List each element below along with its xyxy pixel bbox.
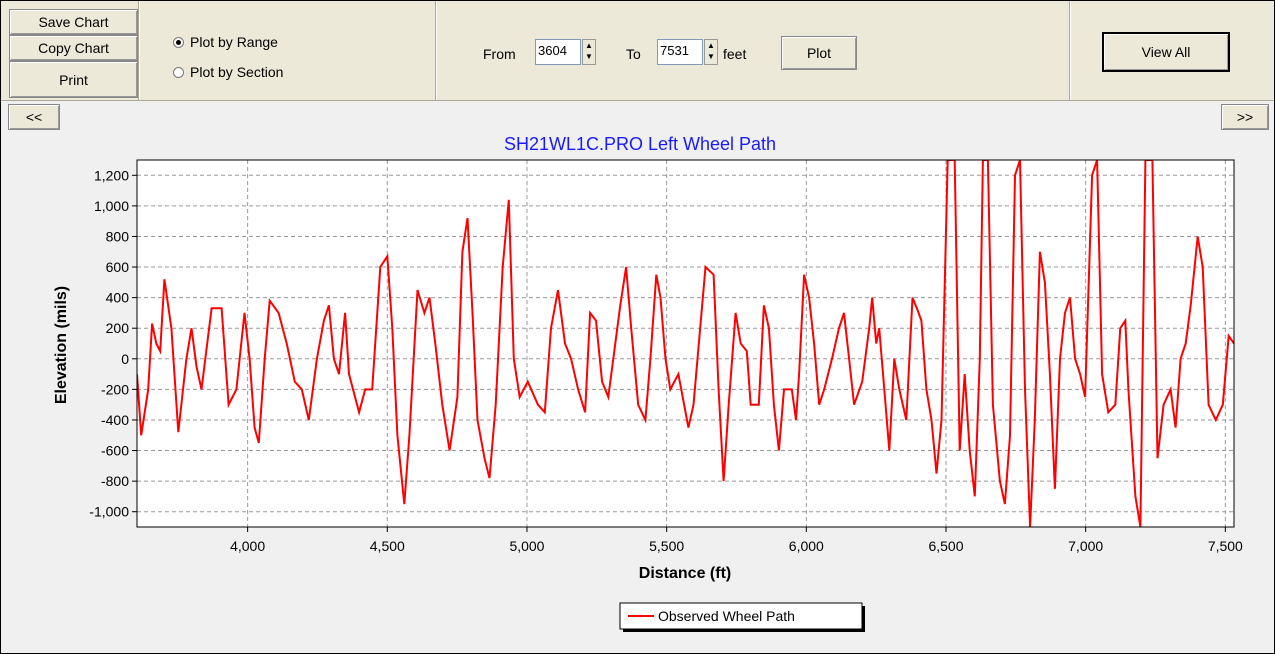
to-spinner[interactable]: ▲ ▼ [704,39,718,65]
radio-option[interactable]: Plot by Range [173,34,278,50]
x-tick-label: 7,500 [1208,538,1243,554]
x-tick-label: 4,000 [230,538,265,554]
prev-button[interactable]: << [8,104,60,130]
y-tick-label: -1,000 [89,504,129,520]
x-tick-label: 5,500 [649,538,684,554]
toolbar-button[interactable]: Copy Chart [9,35,138,61]
x-axis-label: Distance (ft) [639,565,731,582]
chart-title: SH21WL1C.PRO Left Wheel Path [504,134,776,154]
x-tick-label: 6,500 [928,538,963,554]
from-spinner[interactable]: ▲ ▼ [582,39,596,65]
view-all-button[interactable]: View All [1102,32,1230,72]
y-tick-label: 1,000 [94,198,129,214]
from-input[interactable]: 3604 [535,39,581,65]
y-tick-label: -800 [101,473,129,489]
y-axis-label: Elevation (mils) [53,286,70,404]
to-label: To [626,46,641,62]
plot-button[interactable]: Plot [781,36,857,70]
x-tick-label: 6,000 [789,538,824,554]
y-tick-label: 1,200 [94,167,129,183]
y-tick-label: 400 [106,290,130,306]
from-label: From [483,46,516,62]
y-tick-label: -600 [101,443,129,459]
y-tick-label: 600 [106,259,130,275]
toolbar-button[interactable]: Print [9,61,138,98]
plot-border [136,159,1235,528]
toolbar-button[interactable]: Save Chart [9,9,138,35]
radio-button[interactable] [173,66,184,78]
radio-label: Plot by Range [190,34,278,50]
data-line [137,160,1234,527]
y-tick-label: -200 [101,381,129,397]
x-tick-label: 5,000 [509,538,544,554]
x-tick-label: 7,000 [1068,538,1103,554]
radio-option[interactable]: Plot by Section [173,64,283,80]
legend [619,602,863,630]
separator [138,1,139,100]
to-input[interactable]: 7531 [657,39,703,65]
separator [1069,1,1070,100]
y-tick-label: 200 [106,320,130,336]
y-tick-label: -400 [101,412,129,428]
next-button[interactable]: >> [1221,104,1269,130]
unit-label: feet [723,46,747,62]
toolbar: Save Chart Copy Chart Print Plot by Range P… [1,1,1274,101]
y-tick-label: 0 [121,351,129,367]
y-tick-label: 800 [106,228,130,244]
radio-button[interactable] [173,36,184,48]
legend-label: Observed Wheel Path [658,608,795,624]
x-tick-label: 4,500 [370,538,405,554]
radio-label: Plot by Section [190,64,284,80]
separator [435,1,436,100]
